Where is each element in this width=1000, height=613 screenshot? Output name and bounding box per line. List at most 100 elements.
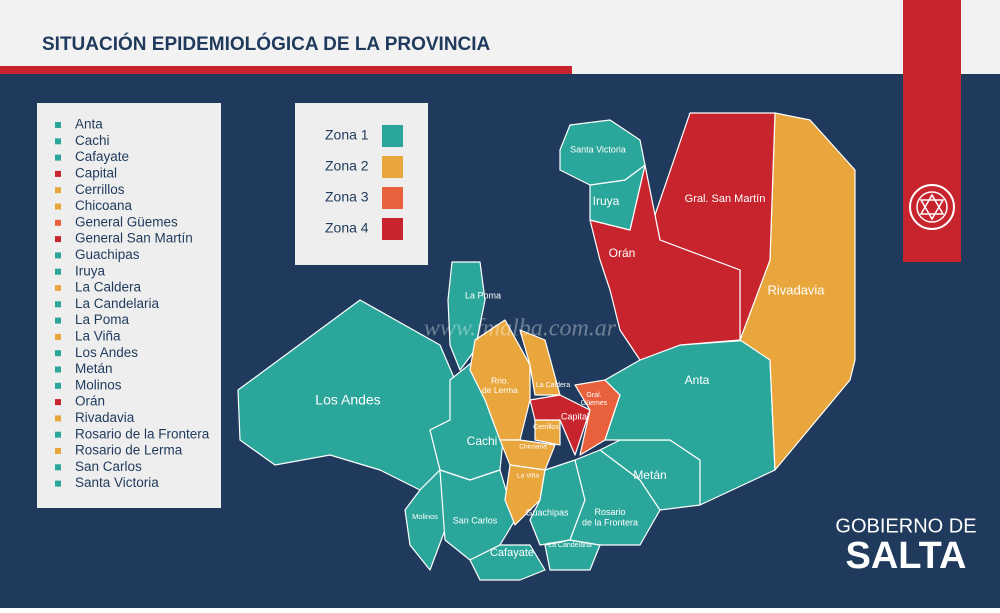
map-label: Capital <box>561 411 589 421</box>
map-label: Rivadavia <box>767 282 825 297</box>
department-name: Los Andes <box>75 345 138 360</box>
bullet <box>55 187 61 194</box>
bullet <box>55 219 61 226</box>
map-label: Cafayate <box>490 547 534 559</box>
department-name: Cachi <box>75 133 110 148</box>
legend-swatch <box>382 218 403 240</box>
map-label: Chicoana <box>519 444 547 451</box>
map-label: Güemes <box>581 400 608 407</box>
bullet <box>55 480 61 487</box>
branding-line2: SALTA <box>845 535 966 577</box>
department-name: La Candelaria <box>75 296 160 311</box>
bullet <box>55 285 61 291</box>
map-label: de la Frontera <box>582 518 638 528</box>
bullet <box>55 301 61 308</box>
legend-swatch <box>382 156 403 178</box>
bullet <box>55 448 61 454</box>
map-label: Los Andes <box>315 392 380 408</box>
map-label: Santa Victoria <box>570 144 626 154</box>
legend-label: Zona 2 <box>325 158 369 174</box>
department-name: Rosario de la Frontera <box>75 426 210 441</box>
map-label: La Caldera <box>536 382 570 389</box>
bullet <box>55 268 61 275</box>
department-name: Molinos <box>75 377 122 392</box>
bullet <box>55 464 61 471</box>
legend-label: Zona 4 <box>325 220 369 236</box>
department-name: Rivadavia <box>75 410 135 425</box>
legend-swatch <box>382 187 403 209</box>
bullet <box>55 154 61 161</box>
map-label: Metán <box>633 468 666 482</box>
department-name: Cerrillos <box>75 182 125 197</box>
region <box>504 464 546 526</box>
region <box>529 394 591 456</box>
map-label: La Viña <box>517 473 539 480</box>
map-label: Cerrillos <box>533 424 559 431</box>
watermark: www.fmalba.com.ar <box>424 316 617 342</box>
legend-swatch <box>382 125 403 147</box>
region <box>559 119 646 186</box>
emblem <box>909 184 955 230</box>
map-label: La Poma <box>465 290 501 300</box>
bullet <box>55 317 61 324</box>
department-name: Chicoana <box>75 198 133 213</box>
map-label: Guachipas <box>525 507 569 517</box>
department-name: San Carlos <box>75 459 142 474</box>
bullet <box>55 399 61 406</box>
bullet <box>55 333 61 340</box>
region <box>439 469 516 561</box>
department-name: Capital <box>75 165 117 180</box>
title: SITUACIÓN EPIDEMIOLÓGICA DE LA PROVINCIA <box>42 33 491 55</box>
region <box>469 544 546 581</box>
header-band <box>0 0 1000 74</box>
bullet <box>55 382 61 389</box>
bullet <box>55 366 61 373</box>
department-name: Iruya <box>75 263 106 278</box>
bullet <box>55 415 61 422</box>
map <box>237 112 856 581</box>
bullet <box>55 252 61 259</box>
legend-label: Zona 1 <box>325 127 369 143</box>
bullet <box>55 138 61 145</box>
branding-line1: GOBIERNO DE <box>835 515 976 537</box>
region <box>544 539 601 571</box>
map-label: Iruya <box>593 194 620 208</box>
region <box>519 329 561 396</box>
legend-label: Zona 3 <box>325 189 369 205</box>
bullet <box>55 350 61 357</box>
department-name: Anta <box>75 117 103 132</box>
department-name: Santa Victoria <box>75 475 159 490</box>
header-underline <box>0 66 572 74</box>
map-label: Anta <box>685 373 710 387</box>
map-label: San Carlos <box>453 515 498 525</box>
map-label: Rosario <box>594 507 625 517</box>
map-label: Molinos <box>412 512 438 521</box>
bullet <box>55 431 61 438</box>
department-name: La Caldera <box>75 280 142 295</box>
map-label: Gral. <box>586 392 601 399</box>
map-label: de Lerma <box>482 385 518 395</box>
legend: Zona 1 Zona 2 Zona 3 Zona 4 <box>325 125 403 240</box>
department-panel <box>37 103 221 508</box>
bullet <box>55 122 61 128</box>
department-name: Metán <box>75 361 113 376</box>
department-name: Guachipas <box>75 247 140 262</box>
map-label: Cachi <box>467 434 498 448</box>
department-name: La Poma <box>75 312 130 327</box>
department-name: La Viña <box>75 328 121 343</box>
legend-panel <box>295 103 428 265</box>
map-label: Orán <box>609 246 636 260</box>
department-name: Orán <box>75 394 105 409</box>
map-labels: Santa Victoria Iruya Gral. San Martín Orán R… <box>315 144 825 559</box>
bullet <box>55 203 61 210</box>
region <box>589 164 741 361</box>
map-label: Rrio. <box>491 375 509 385</box>
department-name: General Güemes <box>75 214 178 229</box>
department-name: Rosario de Lerma <box>75 443 183 458</box>
bullet <box>55 236 61 243</box>
map-label: La Candelaria <box>548 542 592 549</box>
map-label: Gral. San Martín <box>685 193 766 205</box>
region <box>499 439 556 471</box>
